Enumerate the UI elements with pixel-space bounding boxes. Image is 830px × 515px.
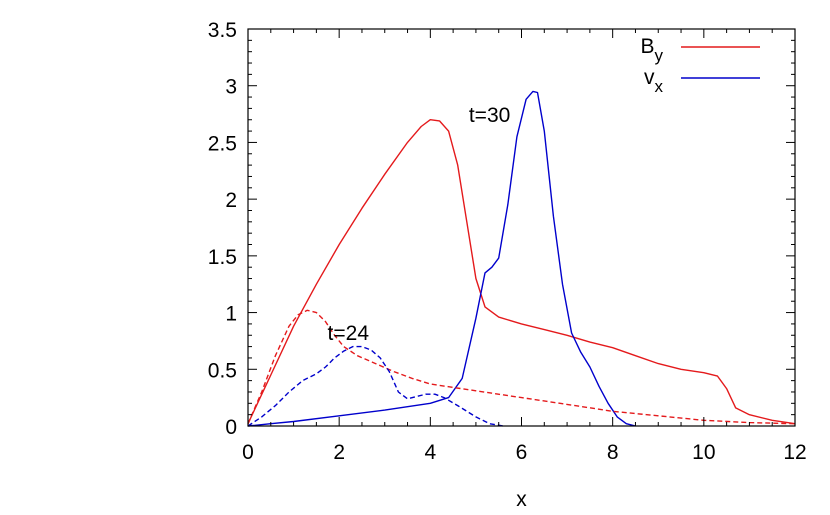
series-line-0 (247, 118, 796, 425)
x-tick-label: 8 (607, 441, 619, 464)
plot-frame (247, 28, 796, 427)
series-line-1 (247, 90, 636, 427)
y-tick-label: 0.5 (208, 359, 237, 382)
x-tick-label: 12 (783, 441, 806, 464)
annotations-layer: t=30 t=24 (328, 104, 511, 345)
x-tick-label: 6 (516, 441, 528, 464)
y-tick-label: 0 (225, 416, 237, 439)
series-layer (247, 90, 796, 427)
series-line-3 (247, 345, 504, 427)
x-axis-title: x (516, 488, 527, 511)
x-tick-label: 2 (333, 441, 345, 464)
labels-layer: 0 2 4 6 8 10 12 0 0.5 1 1.5 2 2.5 3 3.5 (208, 19, 807, 464)
legend-label-0: By (640, 35, 663, 65)
ticks-layer (247, 28, 796, 427)
y-tick-label: 3.5 (208, 19, 237, 42)
annotation-0: t=30 (469, 104, 510, 127)
y-tick-label: 3 (225, 76, 237, 99)
x-tick-label: 4 (424, 441, 436, 464)
x-tick-label: 0 (242, 441, 254, 464)
y-tick-label: 1.5 (208, 246, 237, 269)
series-line-2 (247, 309, 796, 425)
legend-label-1: vx (644, 66, 664, 96)
y-tick-label: 2.5 (208, 132, 237, 155)
y-tick-label: 1 (225, 303, 237, 326)
y-tick-label: 2 (225, 189, 237, 212)
annotation-1: t=24 (328, 322, 370, 345)
x-tick-label: 10 (692, 441, 715, 464)
